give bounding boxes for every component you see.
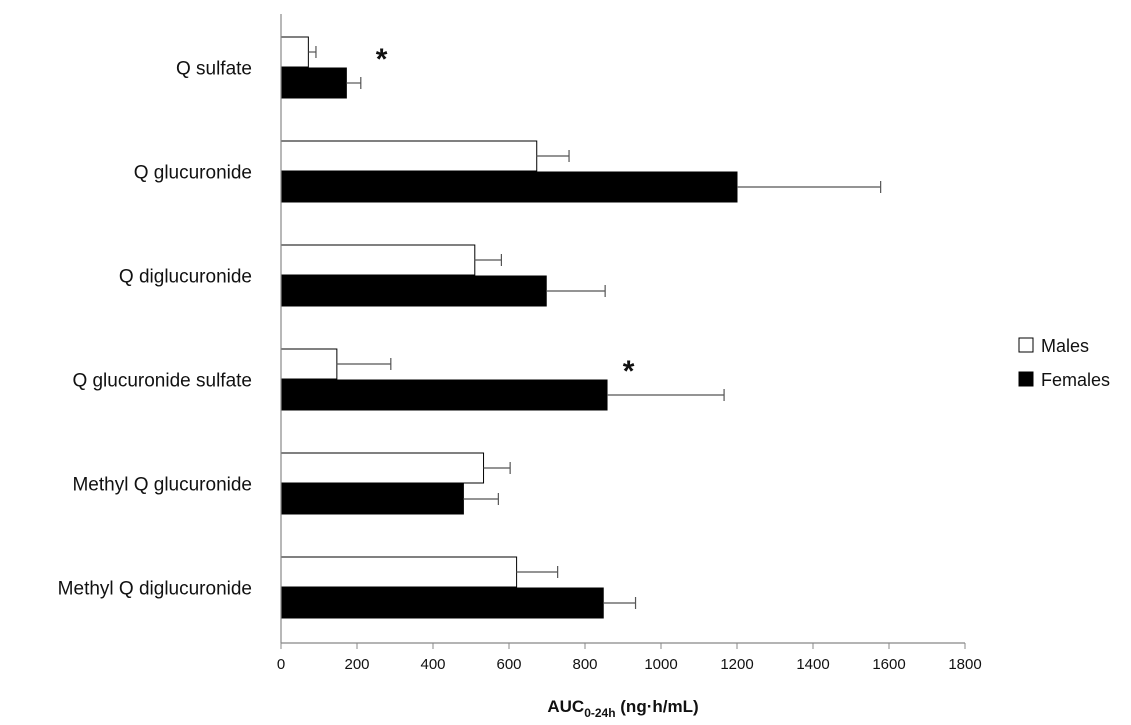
x-tick-label-0: 0	[277, 656, 285, 673]
category-label-q-glucuronide: Q glucuronide	[134, 163, 252, 184]
bar-females-methyl-q-glucuronide	[280, 483, 464, 515]
category-label-q-diglucuronide: Q diglucuronide	[119, 267, 252, 288]
x-tick-label-800: 800	[572, 656, 597, 673]
category-label-methyl-q-diglucuronide: Methyl Q diglucuronide	[58, 579, 252, 600]
x-tick-label-400: 400	[420, 656, 445, 673]
bar-females-q-sulfate	[280, 67, 347, 99]
bar-males-q-sulfate	[280, 36, 309, 68]
category-label-q-glucuronide-sulfate: Q glucuronide sulfate	[72, 371, 252, 392]
x-tick-label-1000: 1000	[644, 656, 677, 673]
bar-males-q-glucuronide-sulfate	[280, 348, 338, 380]
bar-females-methyl-q-diglucuronide	[280, 587, 604, 619]
legend-swatch-males	[1018, 337, 1034, 353]
labels-layer: Q sulfate Q glucuronide Q diglucuronide Q g…	[58, 43, 982, 720]
category-label-methyl-q-glucuronide: Methyl Q glucuronide	[72, 475, 252, 496]
x-tick-label-200: 200	[344, 656, 369, 673]
bar-females-q-glucuronide	[280, 171, 738, 203]
x-axis-title-subscript: 0-24h	[584, 706, 615, 720]
x-axis-title-base: AUC	[547, 697, 584, 716]
legend-label-females: Females	[1041, 370, 1110, 390]
bar-males-q-diglucuronide	[280, 244, 476, 276]
bar-males-q-glucuronide	[280, 140, 538, 172]
bar-males-methyl-q-diglucuronide	[280, 556, 518, 588]
x-axis-title-unit: (ng·h/mL)	[616, 697, 699, 716]
bar-females-q-glucuronide-sulfate	[280, 379, 608, 411]
x-tick-label-1800: 1800	[948, 656, 981, 673]
x-tick-label-1600: 1600	[872, 656, 905, 673]
x-tick-label-600: 600	[496, 656, 521, 673]
legend-swatch-females	[1018, 371, 1034, 387]
category-label-q-sulfate: Q sulfate	[176, 59, 252, 80]
bar-males-methyl-q-glucuronide	[280, 452, 485, 484]
legend: Males Females	[1018, 336, 1110, 390]
significance-marker-1: *	[623, 355, 635, 388]
axes-layer	[280, 14, 966, 649]
x-axis-title: AUC0-24h (ng·h/mL)	[547, 697, 698, 720]
x-tick-label-1200: 1200	[720, 656, 753, 673]
bars-layer	[280, 36, 882, 619]
x-tick-label-1400: 1400	[796, 656, 829, 673]
bar-females-q-diglucuronide	[280, 275, 547, 307]
legend-label-males: Males	[1041, 336, 1089, 356]
significance-marker-0: *	[376, 43, 388, 76]
